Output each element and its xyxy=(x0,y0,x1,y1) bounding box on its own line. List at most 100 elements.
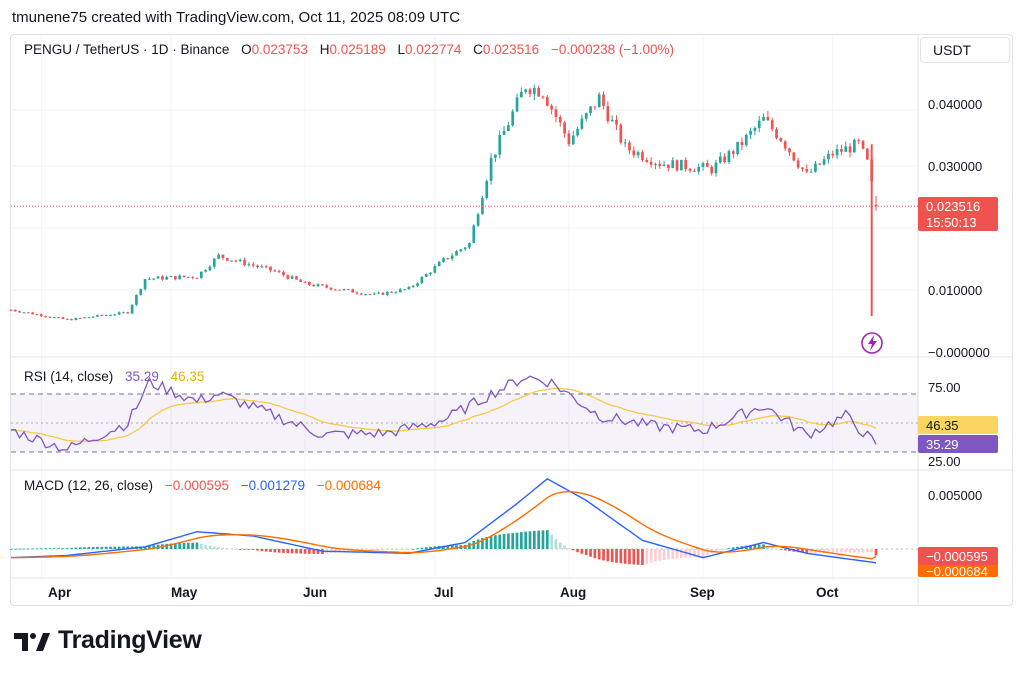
macd-histogram-bar xyxy=(199,543,203,549)
candle-body xyxy=(649,161,653,165)
macd-histogram-bar xyxy=(44,548,47,550)
candle-body xyxy=(736,141,739,155)
macd-histogram-bar xyxy=(385,549,389,550)
candle-body xyxy=(329,287,333,290)
candle-body xyxy=(407,287,411,290)
macd-histogram-bar xyxy=(662,549,666,561)
currency-selector[interactable]: USDT xyxy=(920,37,1010,63)
macd-histogram-bar xyxy=(403,549,406,550)
signal-line xyxy=(11,490,877,560)
candle-body xyxy=(442,258,445,262)
macd-histogram-bar xyxy=(866,549,869,553)
candle-body xyxy=(221,254,225,258)
macd-histogram-bar xyxy=(558,542,562,549)
macd-histogram-bar xyxy=(571,549,575,551)
macd-histogram-bar xyxy=(693,549,696,558)
candle-body xyxy=(558,116,562,123)
price-tick: 0.030000 xyxy=(928,159,982,174)
macd-hist-badge: −0.000595 xyxy=(918,547,998,565)
candle-body xyxy=(368,294,372,296)
macd-histogram-bar xyxy=(766,545,770,549)
macd-histogram-bar xyxy=(450,545,454,549)
macd-histogram-bar xyxy=(377,549,380,551)
macd-histogram-bar xyxy=(264,549,268,552)
macd-histogram-bar xyxy=(57,548,60,550)
candle-body xyxy=(351,289,355,293)
macd-histogram-bar xyxy=(230,548,233,550)
macd-histogram-bar xyxy=(234,548,238,550)
tradingview-logo[interactable]: TradingView xyxy=(14,626,202,655)
candle-body xyxy=(247,264,251,266)
macd-histogram-bar xyxy=(113,546,117,549)
macd-histogram-bar xyxy=(299,549,303,554)
macd-histogram-bar xyxy=(9,549,13,550)
macd-histogram-bar xyxy=(308,549,311,554)
candle-body xyxy=(403,289,406,291)
candle-body xyxy=(308,281,311,285)
candle-body xyxy=(545,97,549,106)
macd-histogram-bar xyxy=(827,549,830,553)
macd-histogram-bar xyxy=(165,543,169,549)
macd-histogram-bar xyxy=(416,548,419,550)
candle-body xyxy=(290,276,294,279)
macd-histogram-bar xyxy=(61,548,65,549)
countdown-value: 15:50:13 xyxy=(926,215,977,230)
candle-body xyxy=(156,276,160,279)
candle-body xyxy=(662,164,666,166)
candle-body xyxy=(22,312,26,314)
macd-histogram-bar xyxy=(277,549,281,553)
macd-histogram-bar xyxy=(429,546,432,549)
macd-histogram-bar xyxy=(840,549,843,553)
macd-histogram-bar xyxy=(398,549,402,550)
macd-histogram-bar xyxy=(770,547,774,549)
candle-body xyxy=(416,283,419,286)
candle-body xyxy=(372,293,376,295)
macd-histogram-bar xyxy=(186,542,190,549)
macd-histogram-bar xyxy=(295,549,298,554)
candle-body xyxy=(35,314,39,316)
candle-body xyxy=(831,153,835,156)
candle-body xyxy=(718,156,722,163)
candle-body xyxy=(282,271,285,276)
macd-histogram-bar xyxy=(282,549,285,553)
candle-body xyxy=(109,315,112,317)
macd-histogram-bar xyxy=(520,532,523,549)
candle-body xyxy=(420,276,424,284)
candle-body xyxy=(135,294,138,305)
candle-body xyxy=(783,141,787,149)
candle-body xyxy=(507,125,510,131)
candle-body xyxy=(91,316,95,318)
macd-histogram-bar xyxy=(489,536,493,549)
candle-body xyxy=(264,266,268,268)
candle-body xyxy=(667,164,670,169)
flash-event-icon[interactable] xyxy=(861,332,883,354)
rsi-series xyxy=(10,375,877,452)
macd-histogram-bar xyxy=(455,545,458,549)
macd-histogram-bar xyxy=(861,549,865,553)
candle-body xyxy=(693,170,696,172)
candle-body xyxy=(727,151,731,163)
macd-histogram-bar xyxy=(749,545,752,549)
candle-body xyxy=(580,118,584,129)
macd-histogram-bar xyxy=(515,532,519,549)
candle-body xyxy=(697,166,701,172)
macd-histogram-bar xyxy=(805,549,809,553)
candlestick-series xyxy=(9,84,878,321)
candle-body xyxy=(714,162,718,174)
candle-body xyxy=(563,122,566,134)
macd-histogram-bar xyxy=(632,549,636,565)
candle-body xyxy=(757,120,761,128)
candle-body xyxy=(874,204,878,207)
macd-histogram-bar xyxy=(667,549,670,560)
macd-histogram-bar xyxy=(658,549,662,561)
macd-histogram-bar xyxy=(407,549,411,550)
candle-body xyxy=(840,149,843,152)
macd-histogram-bar xyxy=(701,549,705,557)
candle-body xyxy=(364,294,367,296)
grid xyxy=(11,36,918,578)
candle-body xyxy=(675,160,679,171)
candle-body xyxy=(792,152,796,161)
macd-histogram-bar xyxy=(100,546,104,549)
macd-histogram-bar xyxy=(809,549,813,553)
